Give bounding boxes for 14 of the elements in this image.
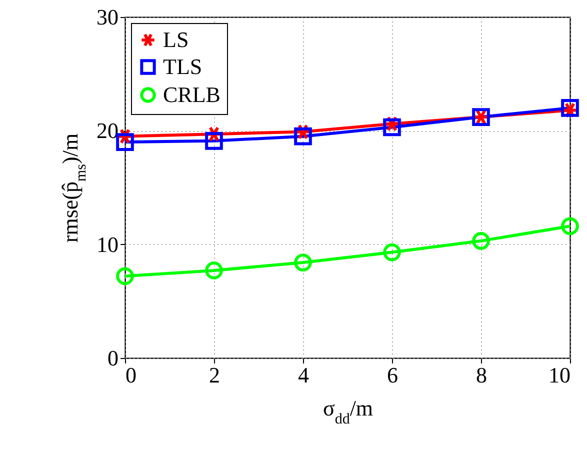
x-axis-title: σ$_{dd}$/m [322,396,374,428]
y-tick-label: 20 [96,118,118,144]
legend-label: CRLB [163,82,220,107]
y-tick-label: 0 [108,346,118,370]
x-tick-label: 2 [209,362,220,388]
legend-label: LS [163,27,189,52]
x-tick-label: 6 [387,362,398,388]
x-tick-label: 0 [126,362,136,388]
y-tick-label: 10 [96,232,118,257]
y-tick-label: 30 [96,4,118,30]
x-tick-label: 8 [476,362,487,388]
x-tick-label: 4 [298,362,309,388]
legend-label: TLS [163,54,202,79]
x-tick-label: 10 [548,362,570,388]
